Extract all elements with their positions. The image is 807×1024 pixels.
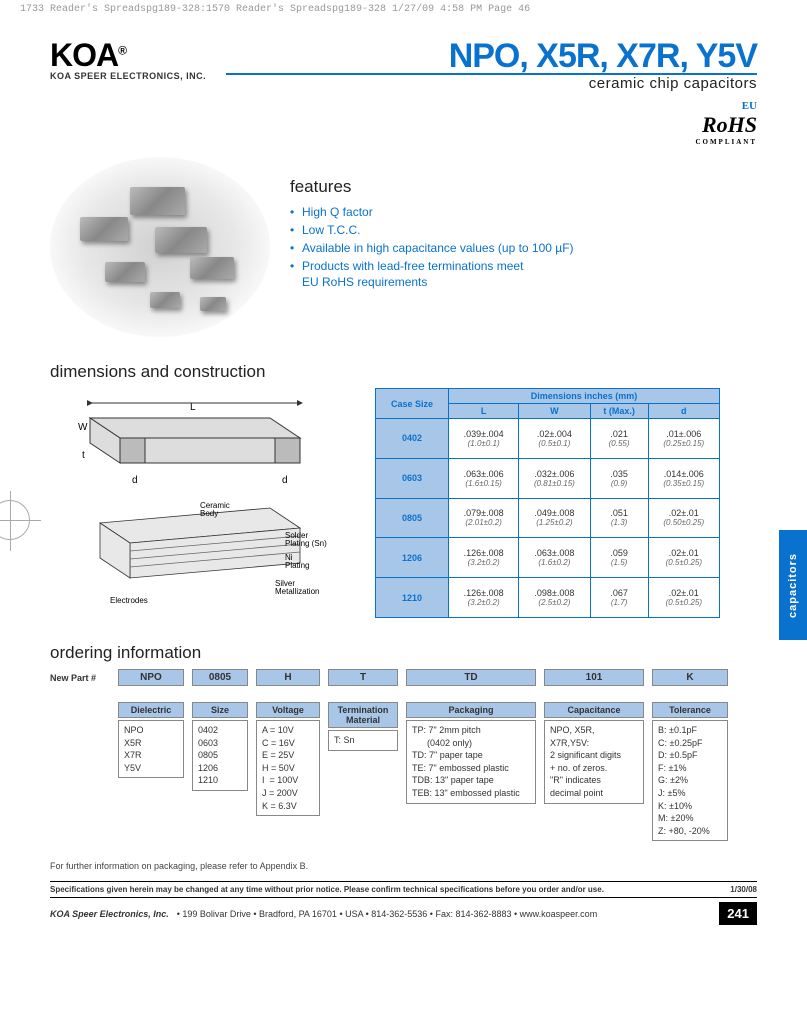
table-row: 0805.079±.008(2.01±0.2).049±.008(1.25±0.… (376, 498, 720, 538)
print-header: 1733 Reader's Spreadspg189-328:1570 Read… (0, 0, 807, 19)
order-column: Dielectric NPOX5RX7RY5V (118, 702, 184, 841)
svg-text:W: W (78, 422, 88, 433)
rohs-mark: RoHS (702, 112, 757, 137)
dimensions-table: Case Size Dimensions inches (mm) L W t (… (375, 388, 720, 618)
spec-date: 1/30/08 (730, 885, 757, 894)
product-photo (50, 157, 270, 337)
feature-item: High Q factor (290, 203, 757, 221)
dimension-diagram: L W t d d Ceramic Body Solder Plat (50, 388, 360, 618)
col-case-size: Case Size (376, 389, 449, 419)
part-box: 101 (544, 669, 644, 686)
spec-disclaimer: Specifications given herein may be chang… (50, 885, 604, 894)
rohs-eu: EU (695, 100, 757, 112)
dimensions-heading: dimensions and construction (50, 362, 757, 382)
logo-brand: KOA (50, 37, 118, 73)
order-col-body: NPOX5RX7RY5V (118, 720, 184, 778)
order-column: Tolerance B: ±0.1pFC: ±0.25pFD: ±0.5pFF: … (652, 702, 728, 841)
order-col-body: B: ±0.1pFC: ±0.25pFD: ±0.5pFF: ±1%G: ±2%… (652, 720, 728, 841)
part-box: H (256, 669, 320, 686)
svg-text:Electrodes: Electrodes (110, 596, 148, 605)
svg-text:Body: Body (200, 509, 218, 518)
svg-text:t: t (82, 450, 85, 461)
svg-text:Plating (Sn): Plating (Sn) (285, 539, 327, 548)
col-W: W (519, 404, 590, 419)
svg-text:Metallization: Metallization (275, 587, 319, 596)
order-col-head: Tolerance (652, 702, 728, 718)
order-col-body: TP: 7" 2mm pitch (0402 only)TD: 7" paper… (406, 720, 536, 804)
new-part-label: New Part # (50, 673, 110, 683)
col-d: d (648, 404, 719, 419)
part-box: 0805 (192, 669, 248, 686)
koa-logo-block: KOA® KOA SPEER ELECTRONICS, INC. (50, 39, 206, 81)
side-tab-capacitors: capacitors (779, 530, 807, 640)
feature-item: Low T.C.C. (290, 221, 757, 239)
order-col-body: 04020603080512061210 (192, 720, 248, 791)
features-heading: features (290, 177, 757, 197)
order-column: Size 04020603080512061210 (192, 702, 248, 841)
svg-text:d: d (132, 475, 138, 486)
order-col-head: Packaging (406, 702, 536, 718)
page-content: KOA® KOA SPEER ELECTRONICS, INC. NPO, X5… (0, 19, 807, 939)
part-box: TD (406, 669, 536, 686)
svg-text:d: d (282, 475, 288, 486)
ordering-heading: ordering information (50, 643, 757, 663)
feature-item: Products with lead-free terminations mee… (290, 257, 757, 275)
footer-addr: • 199 Bolivar Drive • Bradford, PA 16701… (177, 909, 597, 919)
order-col-head: Termination Material (328, 702, 398, 728)
part-box: K (652, 669, 728, 686)
footer-company: KOA Speer Electronics, Inc. (50, 909, 169, 919)
part-box: NPO (118, 669, 184, 686)
table-row: 0603.063±.006(1.6±0.15).032±.006(0.81±0.… (376, 458, 720, 498)
order-col-body: A = 10VC = 16VE = 25VH = 50VI = 100VJ = … (256, 720, 320, 816)
features-list: High Q factor Low T.C.C. Available in hi… (290, 203, 757, 275)
order-col-head: Dielectric (118, 702, 184, 718)
logo-reg: ® (118, 43, 126, 57)
svg-text:L: L (190, 402, 196, 413)
order-column: Termination MaterialT: Sn (328, 702, 398, 841)
feature-item: Available in high capacitance values (up… (290, 239, 757, 257)
table-row: 1210.126±.008(3.2±0.2).098±.008(2.5±0.2)… (376, 578, 720, 618)
order-col-body: NPO, X5R,X7R,Y5V:2 significant digits+ n… (544, 720, 644, 804)
subtitle: ceramic chip capacitors (226, 75, 757, 92)
col-dimensions: Dimensions inches (mm) (449, 389, 720, 404)
order-col-head: Voltage (256, 702, 320, 718)
packaging-note: For further information on packaging, pl… (50, 861, 757, 871)
rohs-badge: EU RoHS COMPLIANT (226, 100, 757, 147)
feature-item-cont: EU RoHS requirements (290, 275, 757, 289)
logo-company: KOA SPEER ELECTRONICS, INC. (50, 71, 206, 81)
page-number: 241 (719, 902, 757, 925)
table-row: 0402.039±.004(1.0±0.1).02±.004(0.5±0.1).… (376, 419, 720, 459)
order-column: Voltage A = 10VC = 16VE = 25VH = 50VI = 1… (256, 702, 320, 841)
order-column: Packaging TP: 7" 2mm pitch (0402 only)TD:… (406, 702, 536, 841)
table-row: 1206.126±.008(3.2±0.2).063±.008(1.6±0.2)… (376, 538, 720, 578)
order-column: Capacitance NPO, X5R,X7R,Y5V:2 significan… (544, 702, 644, 841)
main-title: NPO, X5R, X7R, Y5V (226, 39, 757, 75)
order-col-body: T: Sn (328, 730, 398, 751)
order-col-head: Capacitance (544, 702, 644, 718)
col-L: L (449, 404, 519, 419)
col-t: t (Max.) (590, 404, 648, 419)
part-box: T (328, 669, 398, 686)
order-col-head: Size (192, 702, 248, 718)
rohs-compliant: COMPLIANT (695, 138, 757, 146)
svg-text:Plating: Plating (285, 561, 309, 570)
